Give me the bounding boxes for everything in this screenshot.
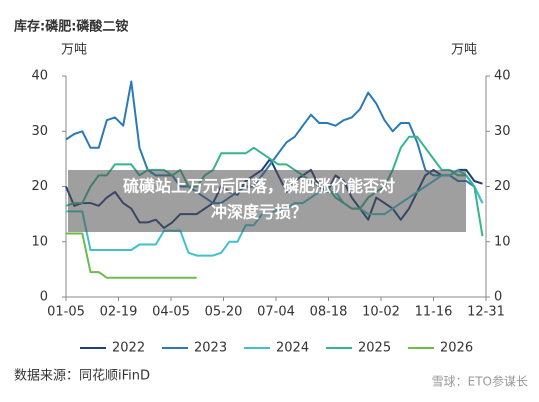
x-tick-label: 04-05 <box>152 305 190 320</box>
series-line <box>65 135 484 237</box>
y2-tick-label: 20 <box>494 179 511 194</box>
legend-label: 2026 <box>440 341 473 356</box>
y2-tick-label: 10 <box>494 234 511 249</box>
legend-label: 2024 <box>276 341 309 356</box>
y-tick-label: 0 <box>40 290 48 305</box>
y2-tick-label: 0 <box>494 290 502 305</box>
y2-axis-unit: 万吨 <box>451 43 477 58</box>
series-line <box>65 80 484 205</box>
legend-label: 2022 <box>112 341 145 356</box>
headline: 硫磺站上万元后回落，磷肥涨价能否对 <box>123 177 395 196</box>
x-tick-label: 02-19 <box>100 305 138 320</box>
chart-title: 库存:磷肥:磷酸二铵 <box>14 19 128 35</box>
x-tick-label: 08-18 <box>310 305 348 320</box>
x-tick-label: 01-05 <box>47 305 85 320</box>
y-tick-label: 40 <box>31 69 48 84</box>
series-line <box>66 232 197 279</box>
y-tick-label: 20 <box>31 179 48 194</box>
y-tick-label: 30 <box>31 124 48 139</box>
headline-band <box>68 170 466 232</box>
y-axis-unit: 万吨 <box>61 43 87 58</box>
x-tick-label: 10-02 <box>362 305 400 320</box>
y2-tick-label: 40 <box>494 69 511 84</box>
x-tick-label: 11-16 <box>415 305 453 320</box>
legend-label: 2023 <box>194 341 227 356</box>
x-tick-label: 12-31 <box>467 305 505 320</box>
plot: 0 10 20 30 40 0 10 20 30 40 01-05 02-19 04-05 05-20 07… <box>31 69 510 320</box>
headline: 冲深度亏损？ <box>211 203 307 222</box>
legend: 2022 2023 2024 2025 2026 <box>80 341 473 356</box>
y-tick-label: 10 <box>31 234 48 249</box>
y2-tick-label: 30 <box>494 124 511 139</box>
x-tick-label: 05-20 <box>205 305 243 320</box>
source: 数据来源：同花顺iFinD <box>14 368 150 384</box>
x-tick-label: 07-04 <box>257 305 295 320</box>
watermark: 雪球：ETO参谋长 <box>432 374 528 389</box>
legend-label: 2025 <box>358 341 391 356</box>
